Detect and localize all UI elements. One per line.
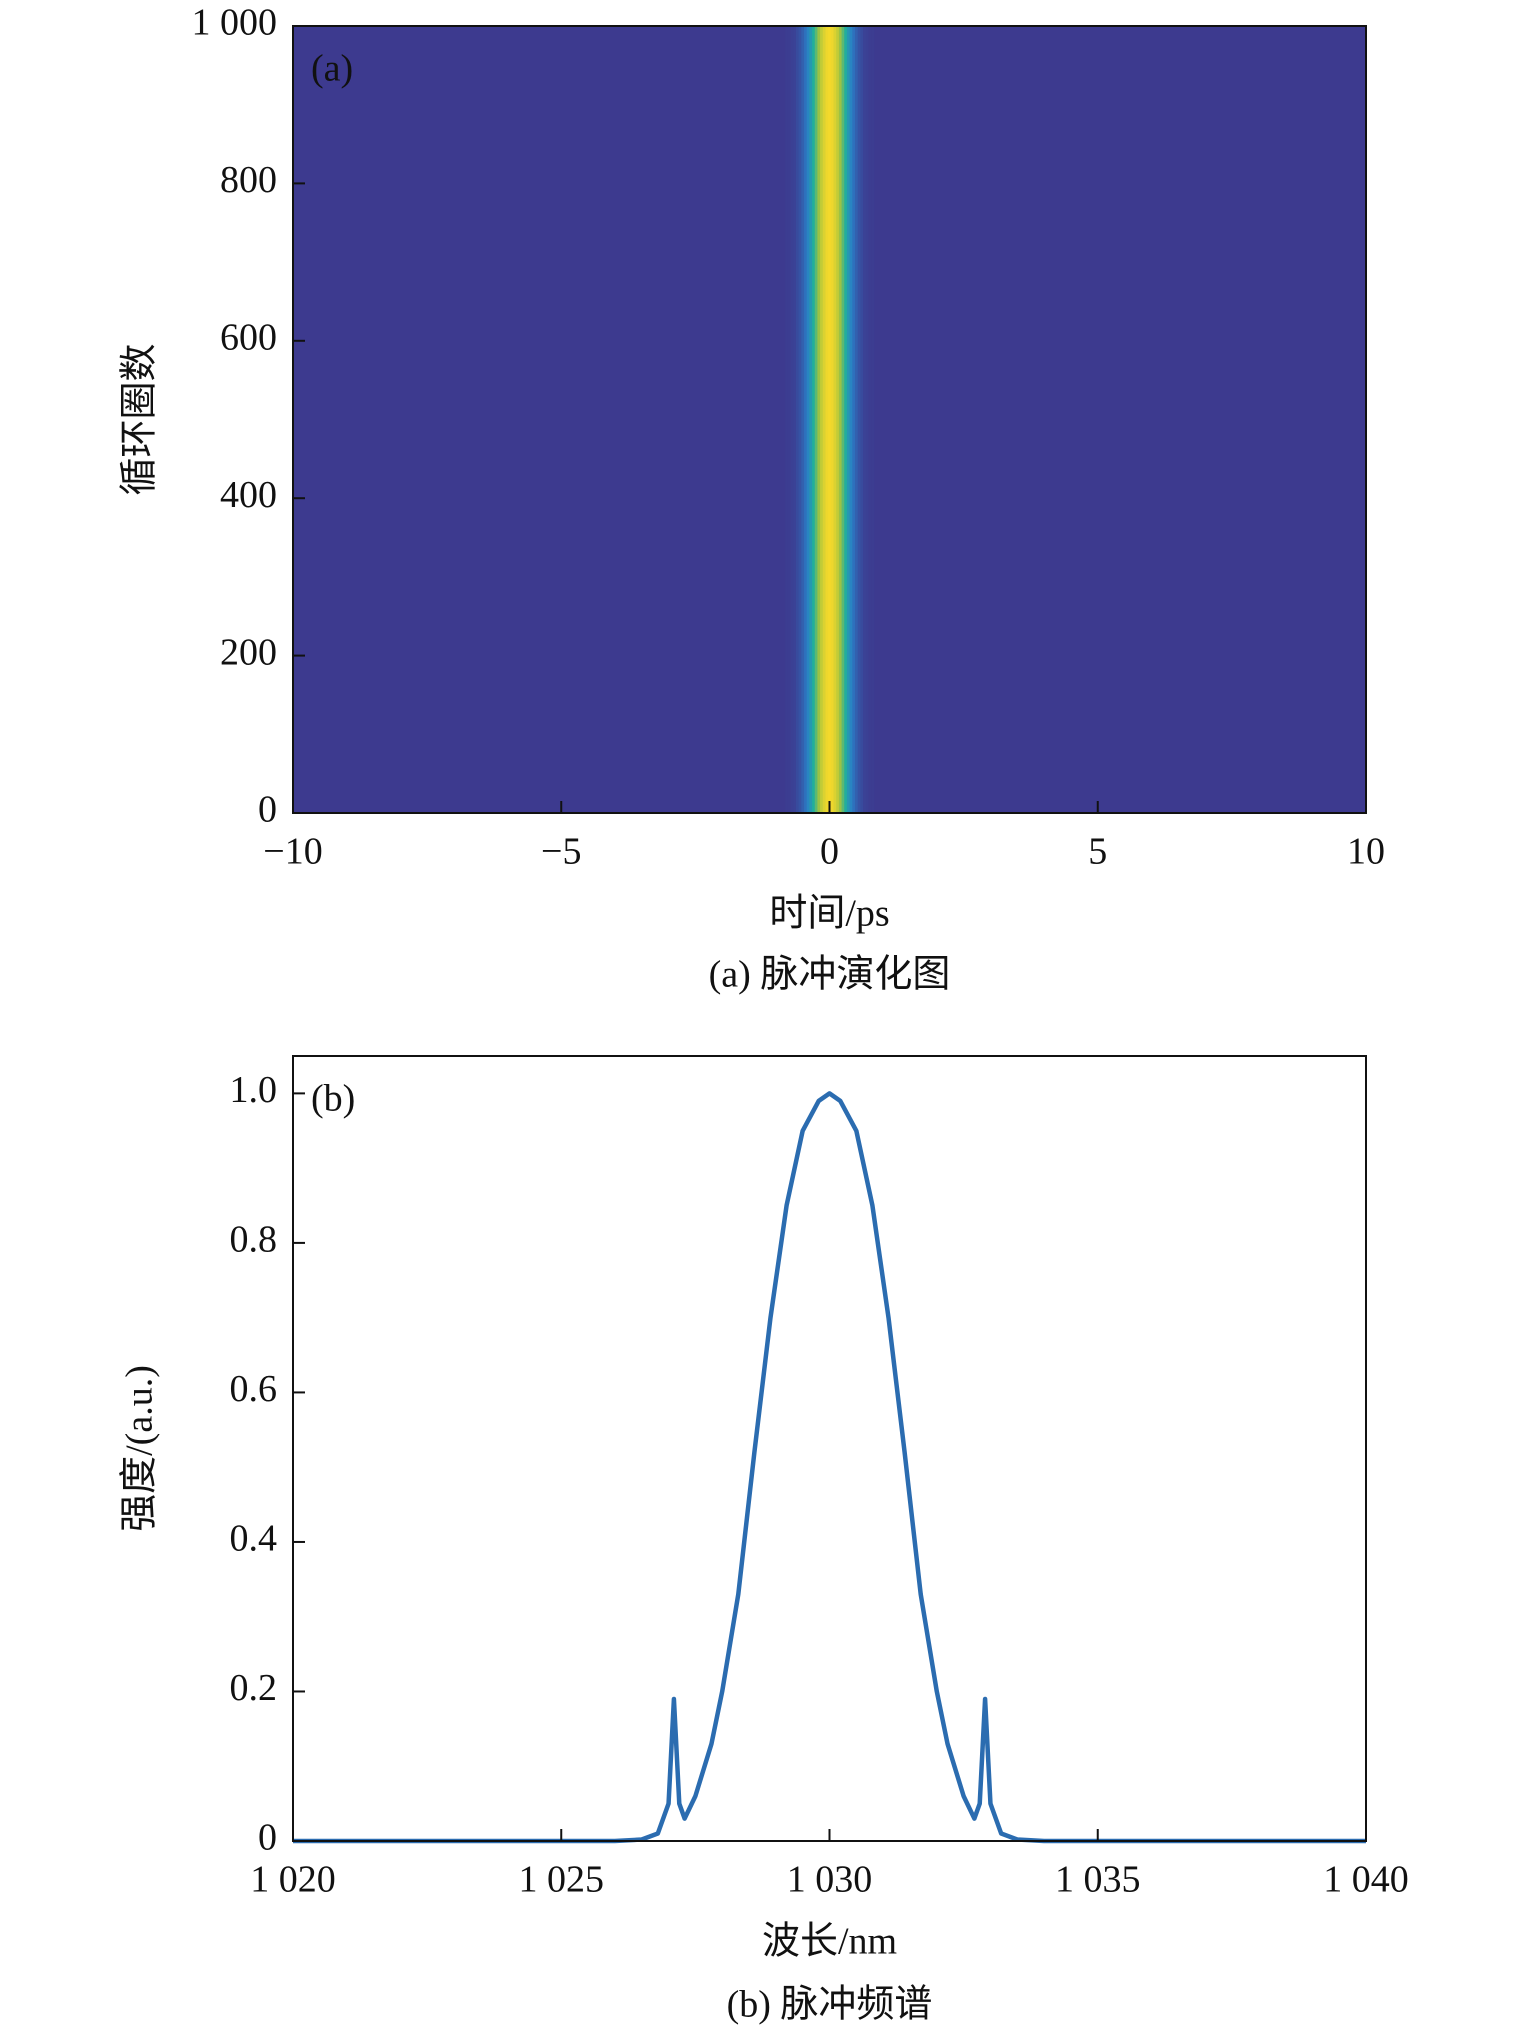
- y-tick-label: 600: [220, 317, 277, 359]
- y-tick-label: 1 000: [192, 2, 278, 44]
- x-axis-title: 波长/nm: [762, 1921, 897, 1963]
- heat-cell: [801, 26, 805, 813]
- y-axis-title: 循环圈数: [119, 343, 161, 495]
- heat-cell: [793, 26, 797, 813]
- x-tick-label: 1 040: [1323, 1859, 1409, 1901]
- spectrum-line: [293, 1091, 1366, 1844]
- heat-cell: [841, 26, 845, 813]
- y-tick-label: 400: [220, 474, 277, 516]
- heat-cell: [814, 26, 818, 813]
- heat-cell: [846, 26, 851, 813]
- heat-cell: [833, 26, 837, 813]
- heat-cell: [787, 26, 792, 813]
- y-tick-label: 0: [258, 1817, 277, 1859]
- heat-cell: [849, 26, 853, 813]
- heat-cell: [854, 26, 859, 813]
- heat-cell: [844, 26, 848, 813]
- heat-cell: [785, 26, 789, 813]
- heat-cell: [798, 26, 802, 813]
- heat-cell: [857, 26, 861, 813]
- x-tick-label: 10: [1347, 831, 1385, 873]
- plot-background: [293, 1056, 1366, 1841]
- heat-cell: [825, 26, 829, 813]
- panel-label: (a): [311, 48, 353, 90]
- caption: (a) 脉冲演化图: [709, 954, 951, 996]
- y-axis-title: 强度/(a.u.): [119, 1365, 161, 1532]
- heat-cell: [865, 26, 869, 813]
- heat-cell: [790, 26, 794, 813]
- heat-cell: [836, 26, 840, 813]
- heat-cell: [804, 26, 808, 813]
- panel-label: (b): [311, 1078, 355, 1120]
- heat-cell: [830, 26, 835, 813]
- x-tick-label: 1 020: [250, 1859, 336, 1901]
- heat-cell: [860, 26, 864, 813]
- x-tick-label: 0: [820, 831, 839, 873]
- heat-cell: [868, 26, 872, 813]
- y-tick-label: 200: [220, 631, 277, 673]
- y-tick-label: 800: [220, 159, 277, 201]
- heat-cell: [806, 26, 810, 813]
- y-tick-label: 0.8: [230, 1219, 278, 1261]
- heat-cell: [795, 26, 800, 813]
- y-tick-label: 0: [258, 789, 277, 831]
- x-tick-label: 1 030: [787, 1859, 873, 1901]
- heat-cell: [871, 26, 875, 813]
- x-axis-title: 时间/ps: [769, 893, 889, 935]
- caption: (b) 脉冲频谱: [727, 1984, 933, 2026]
- heat-cell: [817, 26, 821, 813]
- heat-cell: [822, 26, 826, 813]
- heat-cell: [820, 26, 824, 813]
- heat-cell: [838, 26, 843, 813]
- x-tick-label: −10: [263, 831, 322, 873]
- y-tick-label: 0.2: [230, 1667, 278, 1709]
- y-tick-label: 0.6: [230, 1368, 278, 1410]
- y-tick-label: 1.0: [230, 1069, 278, 1111]
- x-tick-label: −5: [541, 831, 581, 873]
- heat-cell: [852, 26, 856, 813]
- heat-cell: [828, 26, 832, 813]
- heat-cell: [863, 26, 867, 813]
- x-tick-label: 1 025: [519, 1859, 605, 1901]
- y-tick-label: 0.4: [230, 1518, 278, 1560]
- heat-cell: [809, 26, 813, 813]
- x-tick-label: 1 035: [1055, 1859, 1141, 1901]
- heat-cell: [812, 26, 816, 813]
- x-tick-label: 5: [1088, 831, 1107, 873]
